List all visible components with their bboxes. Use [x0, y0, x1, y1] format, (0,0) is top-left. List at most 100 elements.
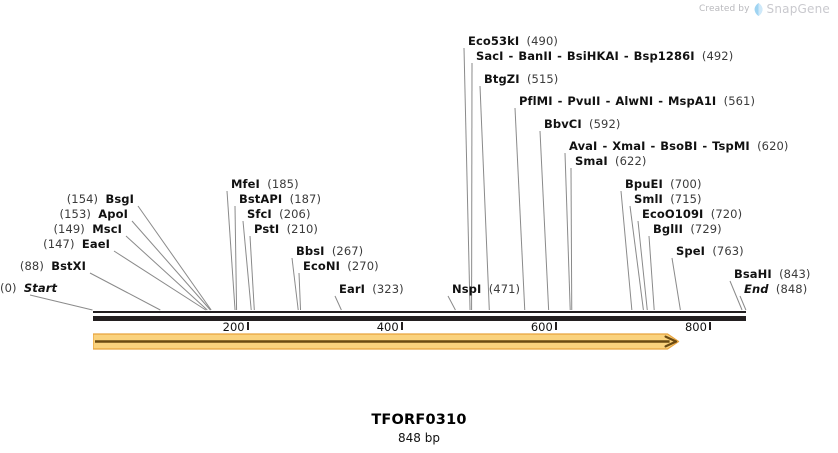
- site-label-eari[interactable]: EarI (323): [339, 283, 404, 296]
- site-label-bsgi[interactable]: (154) BsgI: [0, 193, 134, 206]
- site-label-smli[interactable]: SmlI (715): [634, 193, 702, 206]
- ruler-tick: [554, 322, 557, 330]
- site-label-btgzi[interactable]: BtgZI (515): [484, 73, 558, 86]
- site-label-avai[interactable]: AvaI - XmaI - BsoBI - TspMI (620): [569, 140, 789, 153]
- enzyme-separator: -: [601, 94, 615, 108]
- site-label-start[interactable]: (0) Start: [0, 281, 57, 295]
- site-label-ecoo109i[interactable]: EcoO109I (720): [642, 208, 742, 221]
- enzyme-name[interactable]: Eco53kI: [468, 34, 520, 48]
- site-label-pflmi[interactable]: PflMI - PvuII - AlwNI - MspA1I (561): [519, 95, 755, 108]
- site-label-bpuei[interactable]: BpuEI (700): [625, 178, 702, 191]
- site-position: (492): [701, 49, 734, 63]
- site-label-sfci[interactable]: SfcI (206): [247, 208, 311, 221]
- enzyme-name[interactable]: BsiHKAI: [566, 49, 619, 63]
- leader-line: [739, 295, 747, 311]
- leader-line: [447, 295, 456, 311]
- site-label-nspi[interactable]: NspI (471): [452, 283, 520, 296]
- enzyme-name[interactable]: SmaI: [575, 154, 608, 168]
- leader-line: [113, 250, 207, 311]
- enzyme-name[interactable]: AlwNI: [615, 94, 654, 108]
- enzyme-separator: -: [698, 139, 712, 153]
- enzyme-name[interactable]: BstXI: [51, 259, 86, 273]
- enzyme-name[interactable]: BsaHI: [734, 267, 772, 281]
- enzyme-name[interactable]: EcoO109I: [642, 207, 704, 221]
- enzyme-name[interactable]: SfcI: [247, 207, 272, 221]
- site-label-bstxi[interactable]: (88) BstXI: [0, 260, 86, 273]
- enzyme-name[interactable]: End: [744, 282, 769, 296]
- leader-line: [564, 152, 571, 311]
- site-label-spei[interactable]: SpeI (763): [676, 245, 744, 258]
- enzyme-separator: -: [654, 94, 667, 108]
- leader-line: [479, 85, 490, 311]
- site-position: (729): [690, 222, 722, 236]
- leader-line: [637, 220, 648, 311]
- site-label-bglii[interactable]: BglII (729): [653, 223, 722, 236]
- enzyme-name[interactable]: MfeI: [231, 177, 260, 191]
- site-label-bstapi[interactable]: BstAPI (187): [239, 193, 321, 206]
- site-label-bbsi[interactable]: BbsI (267): [296, 245, 363, 258]
- enzyme-name[interactable]: ApoI: [98, 207, 128, 221]
- enzyme-name[interactable]: XmaI: [612, 139, 646, 153]
- sequence-footer: TFORF0310 848 bp: [0, 412, 838, 445]
- leader-line: [125, 235, 208, 311]
- enzyme-separator: -: [553, 94, 567, 108]
- site-label-apoi[interactable]: (153) ApoI: [0, 208, 128, 221]
- site-label-mfei[interactable]: MfeI (185): [231, 178, 299, 191]
- site-label-msci[interactable]: (149) MscI: [0, 223, 122, 236]
- enzyme-name[interactable]: Bsp1286I: [633, 49, 695, 63]
- site-label-smai[interactable]: SmaI (622): [575, 155, 646, 168]
- enzyme-name[interactable]: PstI: [254, 222, 280, 236]
- enzyme-name[interactable]: PvuII: [567, 94, 601, 108]
- enzyme-name[interactable]: MscI: [92, 222, 122, 236]
- leader-line: [514, 107, 526, 311]
- leader-line: [648, 235, 655, 311]
- site-label-eco53ki[interactable]: Eco53kI (490): [468, 35, 558, 48]
- enzyme-name[interactable]: NspI: [452, 282, 482, 296]
- site-label-end[interactable]: End (848): [744, 283, 807, 296]
- enzyme-name[interactable]: SacI: [476, 49, 504, 63]
- enzyme-name[interactable]: EcoNI: [303, 259, 340, 273]
- site-position: (185): [267, 177, 299, 191]
- enzyme-name[interactable]: MspA1I: [668, 94, 717, 108]
- site-label-bbvci[interactable]: BbvCI (592): [544, 118, 620, 131]
- site-label-bsahi[interactable]: BsaHI (843): [734, 268, 811, 281]
- backbone-main-bar[interactable]: [92, 316, 746, 321]
- enzyme-name[interactable]: EarI: [339, 282, 365, 296]
- enzyme-name[interactable]: Start: [23, 281, 58, 295]
- enzyme-name[interactable]: AvaI: [569, 139, 598, 153]
- sequence-length: 848 bp: [398, 431, 440, 445]
- leader-line: [226, 190, 236, 311]
- snapgene-watermark: Created by SnapGene: [699, 2, 830, 16]
- leader-line: [629, 205, 644, 311]
- site-label-psti[interactable]: PstI (210): [254, 223, 318, 236]
- enzyme-name[interactable]: EaeI: [81, 237, 110, 251]
- leader-line: [249, 235, 255, 311]
- enzyme-name[interactable]: BanII: [518, 49, 553, 63]
- orf-feature-arrow[interactable]: [92, 333, 681, 351]
- enzyme-name[interactable]: BstAPI: [239, 192, 283, 206]
- leader-line: [234, 205, 238, 311]
- enzyme-name[interactable]: SpeI: [676, 244, 705, 258]
- site-position: (622): [615, 154, 647, 168]
- enzyme-name[interactable]: BglII: [653, 222, 683, 236]
- site-position: (147): [43, 237, 75, 251]
- site-position: (0): [0, 281, 17, 295]
- enzyme-name[interactable]: PflMI: [519, 94, 553, 108]
- site-position: (720): [710, 207, 743, 221]
- site-label-saci[interactable]: SacI - BanII - BsiHKAI - Bsp1286I (492): [476, 50, 733, 63]
- site-position: (154): [66, 192, 99, 206]
- site-label-econi[interactable]: EcoNI (270): [303, 260, 379, 273]
- enzyme-name[interactable]: BsoBI: [660, 139, 698, 153]
- site-position: (490): [526, 34, 558, 48]
- enzyme-name[interactable]: BsgI: [105, 192, 134, 206]
- site-label-eaei[interactable]: (147) EaeI: [0, 238, 110, 251]
- site-position: (206): [279, 207, 311, 221]
- enzyme-name[interactable]: TspMI: [712, 139, 750, 153]
- enzyme-name[interactable]: BpuEI: [625, 177, 663, 191]
- enzyme-name[interactable]: BbsI: [296, 244, 325, 258]
- enzyme-name[interactable]: BtgZI: [484, 72, 520, 86]
- enzyme-name[interactable]: BbvCI: [544, 117, 582, 131]
- enzyme-name[interactable]: SmlI: [634, 192, 663, 206]
